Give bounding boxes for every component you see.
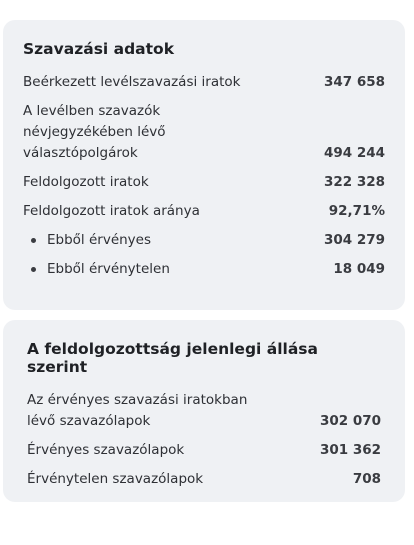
data-row: Feldolgozott iratok aránya 92,71%: [23, 201, 385, 222]
bullet-label: Ebből érvénytelen: [23, 259, 170, 280]
row-label: Érvényes szavazólapok: [27, 440, 184, 461]
label-line: A levélben szavazók: [23, 103, 161, 119]
card-title: Szavazási adatok: [23, 40, 175, 58]
row-value: 708: [352, 471, 381, 487]
label-line: Feldolgozott iratok: [23, 174, 149, 190]
data-row: Ebből érvénytelen 18 049: [23, 259, 385, 280]
row-value: 92,71%: [328, 203, 385, 219]
label-line: választópolgárok: [23, 145, 138, 161]
label-line: Érvénytelen szavazólapok: [27, 471, 204, 487]
label-line: Az érvényes szavazási iratokban: [27, 392, 248, 408]
card-title: A feldolgozottság jelenlegi állása szeri…: [27, 340, 318, 376]
row-value: 304 279: [323, 232, 385, 248]
label-line: lévő szavazólapok: [27, 413, 151, 429]
row-value: 302 070: [319, 413, 381, 429]
data-row: Beérkezett levélszavazási iratok 347 658: [23, 72, 385, 93]
row-label: Feldolgozott iratok: [23, 172, 149, 193]
row-label: Az érvényes szavazási iratokban lévő szav…: [27, 390, 247, 432]
row-label: Beérkezett levélszavazási iratok: [23, 72, 240, 93]
row-label: A levélben szavazók névjegyzékében lévő vá…: [23, 101, 166, 164]
data-row: Érvénytelen szavazólapok 708: [27, 469, 381, 490]
row-value: 301 362: [319, 442, 381, 458]
label-line: Ebből érvénytelen: [47, 261, 170, 277]
data-row: Feldolgozott iratok 322 328: [23, 172, 385, 193]
data-row: Ebből érvényes 304 279: [23, 230, 385, 251]
data-row: A levélben szavazók névjegyzékében lévő vá…: [23, 101, 385, 164]
bullet-label: Ebből érvényes: [23, 230, 151, 251]
label-line: Feldolgozott iratok aránya: [23, 203, 200, 219]
card: A feldolgozottság jelenlegi állása szeri…: [3, 320, 405, 502]
data-row: Az érvényes szavazási iratokban lévő szav…: [27, 390, 381, 432]
label-line: Beérkezett levélszavazási iratok: [23, 74, 241, 90]
row-value: 18 049: [333, 261, 385, 277]
label-line: névjegyzékében lévő: [23, 124, 166, 140]
row-value: 322 328: [323, 174, 385, 190]
card: Szavazási adatok Beérkezett levélszavazás…: [3, 20, 405, 310]
label-line: Ebből érvényes: [47, 232, 152, 248]
label-line: Érvényes szavazólapok: [27, 442, 185, 458]
row-label: Feldolgozott iratok aránya: [23, 201, 200, 222]
row-value: 347 658: [323, 74, 385, 90]
row-value: 494 244: [323, 145, 385, 161]
data-row: Érvényes szavazólapok 301 362: [27, 440, 381, 461]
row-label: Érvénytelen szavazólapok: [27, 469, 203, 490]
